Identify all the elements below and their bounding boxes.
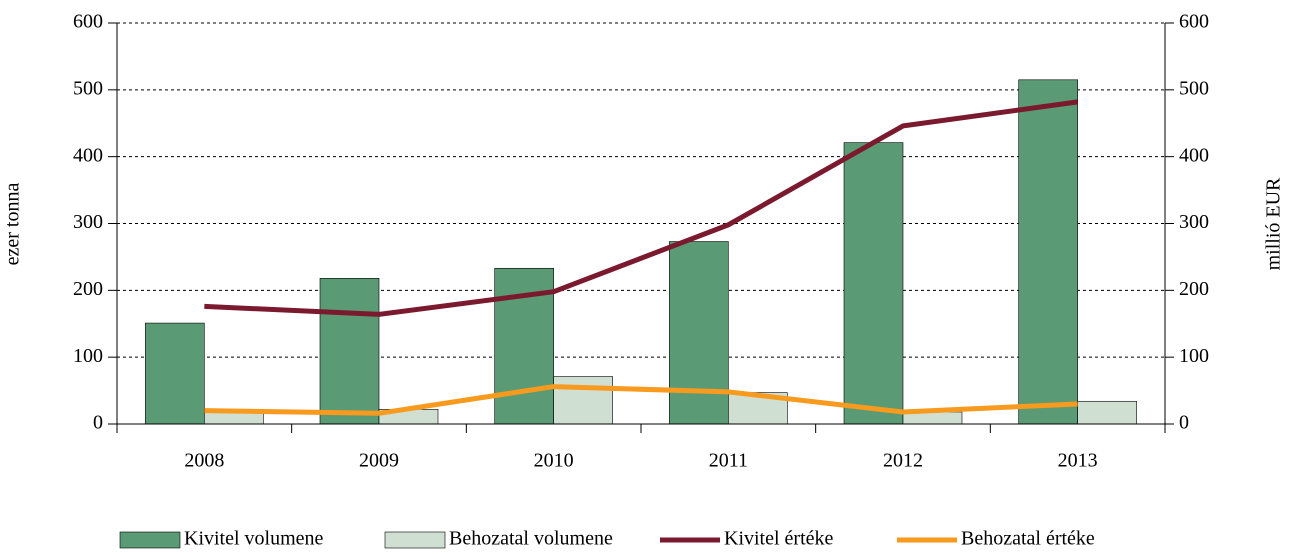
y-tick-label: 600 [73,11,103,33]
y2-tick-label: 0 [1179,412,1189,434]
y-tick-label: 300 [73,211,103,233]
bar [1077,400,1137,425]
x-tick-label: 2013 [1058,450,1098,472]
y-tick-label: 500 [73,77,103,99]
bar [843,142,904,425]
x-tick-label: 2009 [359,450,399,472]
legend-swatch [119,531,181,549]
bar [669,241,729,425]
bar [1018,79,1078,425]
x-tick-label: 2010 [534,450,574,472]
y2-axis-label: millió EUR [1263,177,1285,270]
x-tick-label: 2011 [709,450,748,472]
legend-label: Kivitel értéke [724,528,834,549]
legend-swatch [384,531,446,549]
legend-label: Behozatal volumene [449,528,613,549]
x-tick-label: 2008 [184,450,224,472]
y-axis-label: ezer tonna [2,183,24,266]
line [204,384,1078,416]
y2-tick-label: 300 [1179,211,1209,233]
y-tick-label: 0 [93,412,103,434]
y2-tick-label: 500 [1179,77,1209,99]
x-tick-label: 2012 [883,450,923,472]
bar [145,322,205,425]
y-tick-label: 400 [73,144,103,166]
y-tick-label: 200 [73,278,103,300]
line [204,99,1079,317]
y2-tick-label: 400 [1179,144,1209,166]
legend-label: Behozatal értéke [961,528,1095,549]
bar [319,278,380,425]
y2-tick-label: 100 [1179,345,1209,367]
bar [553,376,613,425]
y2-tick-label: 600 [1179,11,1209,33]
y2-tick-label: 200 [1179,278,1209,300]
y-tick-label: 100 [73,345,103,367]
legend-label: Kivitel volumene [184,528,324,549]
